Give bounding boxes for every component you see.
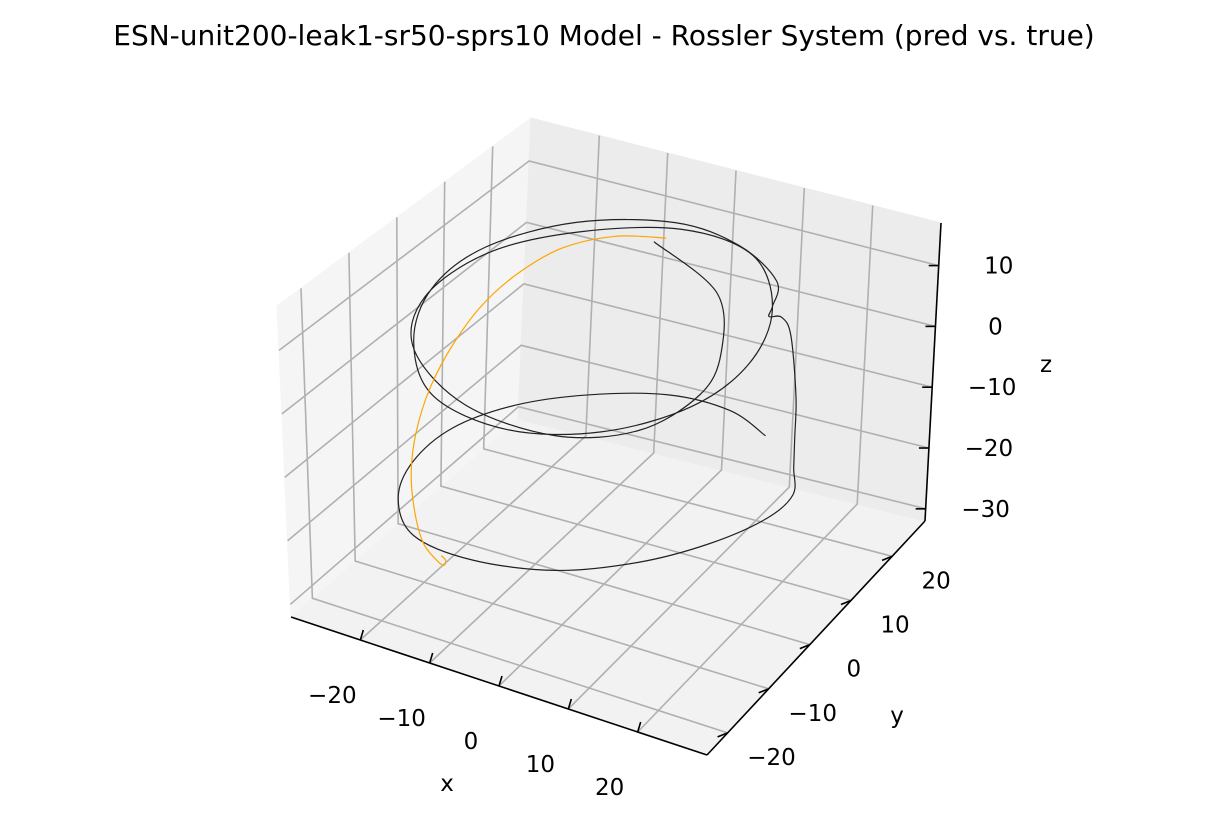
y-tick-4-label: 20 bbox=[921, 568, 950, 594]
z-tick-1-label: −20 bbox=[965, 436, 1014, 462]
y-gridline-3 bbox=[440, 181, 852, 602]
y-tick-3-label: 10 bbox=[880, 612, 909, 638]
z-gridline-1 bbox=[287, 344, 930, 542]
z-axis-line bbox=[924, 222, 942, 522]
y-tick-0-label: −20 bbox=[747, 745, 796, 771]
x-tick-2-mark bbox=[498, 675, 503, 687]
z-tick-0-label: −30 bbox=[961, 497, 1010, 523]
z-gridline-2 bbox=[284, 283, 933, 479]
axes-ticks: −20 −10 0 10 20 −20 −10 0 10 20 −30 −20 −10 0 10 bbox=[308, 254, 1016, 801]
y-gridline-4 bbox=[482, 146, 893, 558]
axes-grid bbox=[278, 135, 939, 734]
z-axis-label: z bbox=[1040, 352, 1052, 378]
x-tick-3-label: 10 bbox=[526, 752, 555, 778]
trajectory-series bbox=[397, 218, 797, 572]
x-gridline-0 bbox=[359, 135, 601, 641]
z-gridline-0 bbox=[289, 405, 926, 605]
x-tick-4-mark bbox=[636, 721, 642, 733]
y-tick-3-mark bbox=[840, 599, 852, 606]
y-tick-0-mark bbox=[717, 732, 728, 738]
x-gridline-4 bbox=[637, 205, 874, 733]
y-gridline-1 bbox=[348, 252, 769, 690]
z-tick-2-label: −10 bbox=[968, 375, 1017, 401]
x-axis-label: x bbox=[440, 771, 454, 797]
series-line-1 bbox=[410, 235, 667, 566]
x-tick-2-label: 0 bbox=[464, 729, 479, 755]
x-tick-3-mark bbox=[567, 698, 573, 710]
x-tick-0-label: −20 bbox=[308, 683, 357, 709]
x-tick-4-label: 20 bbox=[595, 775, 624, 801]
y-tick-4-mark bbox=[881, 555, 893, 562]
x-tick-0-mark bbox=[359, 629, 365, 641]
z-tick-4-label: 10 bbox=[984, 254, 1013, 280]
series-line-0 bbox=[397, 218, 797, 572]
x-gridline-2 bbox=[498, 170, 737, 687]
y-gridline-0 bbox=[300, 288, 728, 734]
z-gridline-4 bbox=[278, 160, 939, 352]
z-gridline-3 bbox=[281, 221, 936, 415]
y-axis-line bbox=[706, 520, 926, 756]
y-axis-label: y bbox=[890, 703, 904, 729]
x-gridline-1 bbox=[429, 152, 669, 664]
x-tick-1-mark bbox=[428, 652, 434, 664]
y-tick-1-mark bbox=[758, 688, 769, 694]
chart-title: ESN-unit200-leak1-sr50-sprs10 Model - Ro… bbox=[113, 19, 1094, 52]
x-gridline-3 bbox=[567, 187, 806, 710]
x-tick-1-label: −10 bbox=[377, 706, 426, 732]
z-tick-3-label: 0 bbox=[988, 314, 1003, 340]
y-gridline-2 bbox=[395, 217, 811, 646]
y-tick-1-label: −10 bbox=[788, 701, 837, 727]
y-tick-2-mark bbox=[799, 643, 811, 650]
y-tick-2-label: 0 bbox=[847, 657, 862, 683]
